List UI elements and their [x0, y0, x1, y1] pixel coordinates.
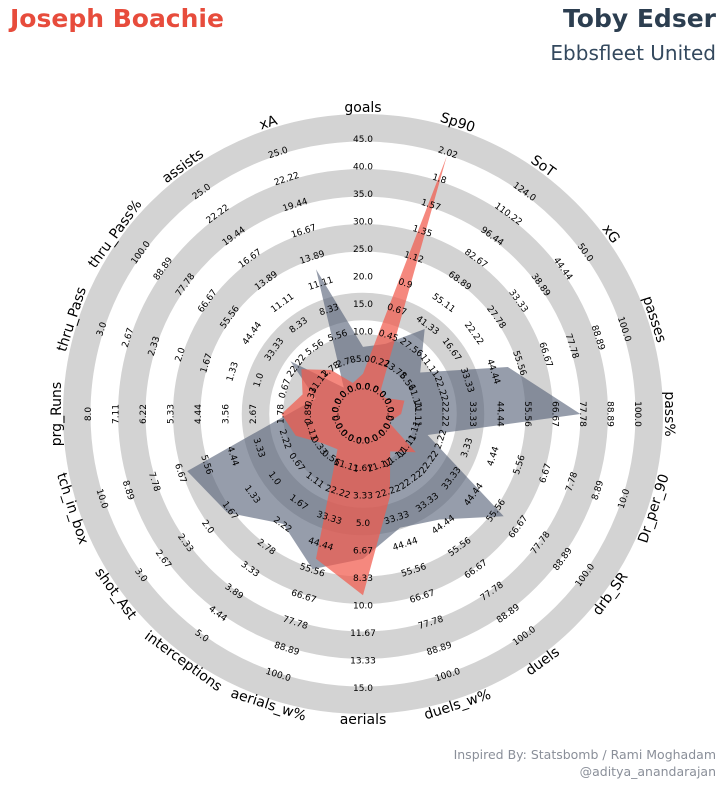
tick-label: 55.11 — [430, 292, 457, 315]
tick-label: 5.0 — [356, 355, 371, 365]
tick-label: 88.89 — [605, 401, 615, 427]
param-label: prg_Runs — [49, 382, 65, 446]
tick-label: 1.8 — [431, 173, 448, 187]
param-label: aerials — [340, 712, 387, 728]
tick-label: 0.0 — [356, 437, 371, 447]
tick-label: 8.0 — [84, 407, 94, 422]
tick-label: 20.0 — [353, 273, 373, 283]
player2-name: Toby Edser — [563, 4, 716, 33]
tick-label: 3.0 — [95, 321, 109, 338]
tick-label: 22.22 — [462, 320, 485, 347]
param-label: pass% — [661, 391, 677, 436]
tick-label: 13.33 — [350, 657, 376, 667]
tick-label: 40.0 — [353, 163, 373, 173]
tick-label: 0.0 — [356, 383, 371, 393]
tick-label: 5.33 — [167, 404, 177, 424]
tick-label: 6.67 — [353, 547, 373, 557]
tick-label: 11.67 — [350, 629, 376, 639]
credit-inspired: Inspired By: Statsbomb / Rami Moghadam — [453, 747, 716, 762]
tick-label: 0.0 — [363, 433, 380, 447]
tick-label: 45.0 — [353, 135, 373, 145]
tick-label: 15.0 — [353, 684, 373, 694]
tick-label: 3.33 — [353, 492, 373, 502]
tick-label: 30.0 — [353, 218, 373, 228]
param-label: xA — [257, 113, 279, 134]
tick-label: 5.0 — [356, 519, 371, 529]
tick-label: 6.22 — [139, 404, 149, 424]
tick-label: 1.0 — [252, 372, 266, 389]
tick-label: 10.0 — [353, 602, 373, 612]
tick-label: 4.44 — [194, 404, 204, 424]
tick-label: 10.0 — [353, 328, 373, 338]
tick-label: 11.11 — [412, 401, 422, 427]
tick-label: 0.0 — [346, 433, 363, 447]
credit-handle: @aditya_anandarajan — [579, 764, 716, 779]
tick-label: 100.0 — [632, 401, 642, 427]
tick-label: 25.0 — [353, 245, 373, 255]
tick-label: 55.56 — [522, 401, 532, 427]
tick-label: 1.78 — [277, 404, 287, 424]
tick-label: 44.44 — [392, 536, 420, 554]
tick-label: 0.0 — [346, 382, 363, 396]
tick-label: 44.44 — [241, 320, 264, 347]
param-label: goals — [344, 100, 381, 116]
tick-label: 2.0 — [174, 346, 188, 363]
tick-label: 1.67 — [353, 464, 373, 474]
tick-label: 0.0 — [363, 382, 380, 396]
tick-label: 7.11 — [112, 404, 122, 424]
tick-label: 33.33 — [467, 401, 477, 427]
tick-label: 0.0 — [381, 397, 395, 414]
tick-label: 0.0 — [331, 397, 345, 414]
tick-label: 15.0 — [353, 300, 373, 310]
tick-label: 66.67 — [550, 401, 560, 427]
tick-label: 0.0 — [332, 407, 342, 422]
tick-label: 0.0 — [330, 414, 344, 431]
tick-label: 44.44 — [495, 401, 505, 427]
series-area-player1 — [281, 156, 447, 596]
tick-label: 8.33 — [353, 574, 373, 584]
tick-label: 35.0 — [353, 190, 373, 200]
tick-label: 0.89 — [304, 404, 314, 424]
tick-label: 11.11 — [269, 292, 296, 315]
tick-label: 0.9 — [397, 277, 414, 291]
tick-label: 0.0 — [385, 407, 395, 422]
radar-areas — [187, 156, 581, 596]
radar-ring-band — [118, 169, 608, 659]
tick-label: 0.0 — [382, 414, 396, 431]
tick-label: 3.56 — [222, 404, 232, 424]
player2-team: Ebbsfleet United — [550, 41, 716, 65]
tick-label: 2.67 — [249, 404, 259, 424]
radar-ring-band — [63, 114, 663, 714]
tick-label: 22.22 — [440, 401, 450, 427]
tick-label: 1.33 — [225, 361, 241, 383]
tick-label: 4.44 — [486, 445, 502, 467]
player1-name: Joseph Boachie — [10, 4, 224, 33]
tick-label: 11.11 — [307, 275, 335, 292]
tick-label: 77.78 — [577, 401, 587, 427]
